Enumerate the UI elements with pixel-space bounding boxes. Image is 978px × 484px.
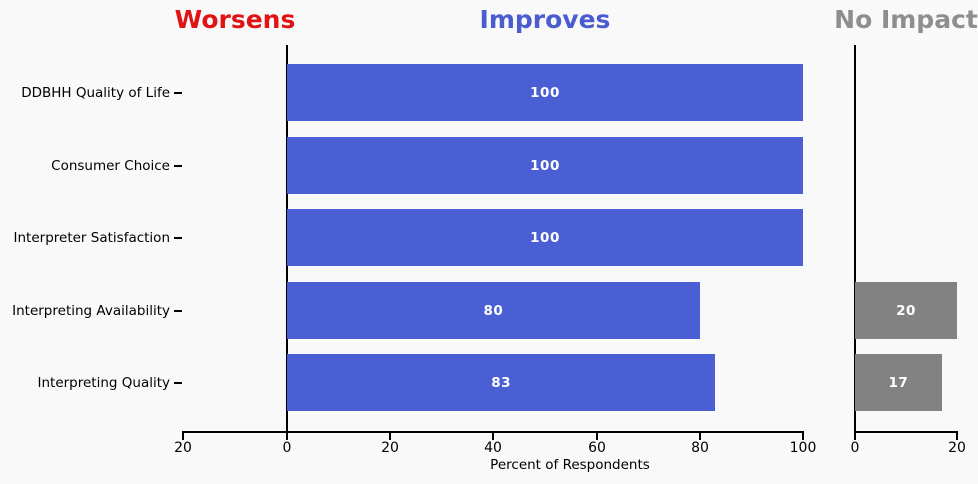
x-axis-line — [855, 431, 957, 433]
panel-header-improves: Improves — [479, 5, 611, 34]
bar-improves: 100 — [287, 137, 803, 194]
y-tick-mark — [174, 236, 182, 239]
x-tick-label: 100 — [789, 440, 817, 456]
category-label: Interpreting Quality — [37, 374, 170, 391]
y-tick-mark — [174, 309, 182, 312]
bar-improves: 100 — [287, 209, 803, 266]
x-tick-mark — [286, 431, 288, 440]
x-tick-label: 0 — [850, 440, 860, 456]
x-tick-mark — [854, 431, 856, 440]
bar-value-label: 100 — [530, 157, 560, 174]
y-tick-mark — [174, 381, 182, 384]
x-tick-mark — [389, 431, 391, 440]
category-label: Consumer Choice — [51, 157, 170, 174]
x-tick-mark — [956, 431, 958, 440]
bar-value-label: 100 — [530, 84, 560, 101]
bar-value-label: 20 — [896, 302, 916, 319]
x-axis-line — [287, 431, 803, 433]
category-label: DDBHH Quality of Life — [21, 84, 170, 101]
x-tick-label: 80 — [691, 440, 709, 456]
bar-value-label: 83 — [491, 374, 512, 391]
x-tick-mark — [802, 431, 804, 440]
category-label: Interpreting Availability — [12, 302, 170, 319]
bar-improves: 100 — [287, 64, 803, 121]
bar-value-label: 100 — [530, 229, 560, 246]
x-axis-line — [183, 431, 287, 433]
x-tick-label: 60 — [588, 440, 606, 456]
y-tick-mark — [174, 91, 182, 94]
y-axis-spine — [854, 45, 856, 433]
x-tick-mark — [182, 431, 184, 440]
x-tick-label: 0 — [282, 440, 292, 456]
bar-improves: 83 — [287, 354, 716, 411]
x-tick-label: 20 — [174, 440, 192, 456]
bar-no-impact: 17 — [855, 354, 942, 411]
x-tick-label: 20 — [948, 440, 966, 456]
x-tick-mark — [492, 431, 494, 440]
bar-value-label: 80 — [483, 302, 504, 319]
x-tick-label: 40 — [484, 440, 502, 456]
panel-header-no-impact: No Impact — [834, 5, 978, 34]
bar-value-label: 17 — [888, 374, 909, 391]
y-tick-mark — [174, 164, 182, 167]
x-tick-mark — [596, 431, 598, 440]
bar-improves: 80 — [287, 282, 700, 339]
category-label: Interpreter Satisfaction — [13, 229, 170, 246]
x-axis-title: Percent of Respondents — [490, 457, 650, 473]
panel-header-worsens: Worsens — [174, 5, 296, 34]
bar-no-impact: 20 — [855, 282, 957, 339]
x-tick-label: 20 — [381, 440, 399, 456]
x-tick-mark — [699, 431, 701, 440]
